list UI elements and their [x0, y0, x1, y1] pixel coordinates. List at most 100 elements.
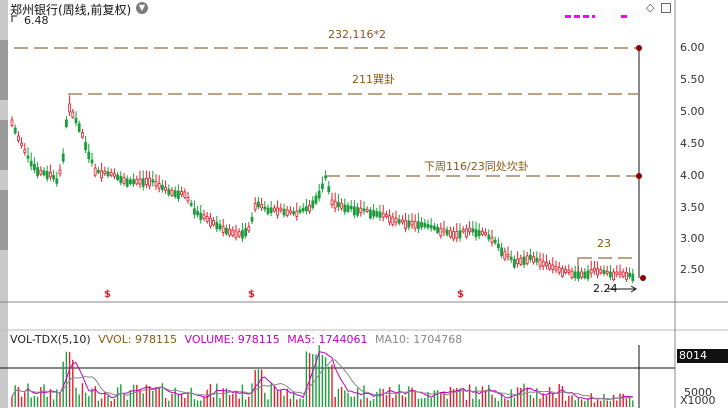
side-tab[interactable]: [0, 190, 8, 250]
candle-body: [580, 271, 583, 278]
candle-body: [228, 228, 232, 236]
candle-body: [269, 207, 273, 213]
candle-body: [122, 177, 126, 184]
y-axis-tick: 5.50: [680, 73, 705, 86]
chevron-down-icon[interactable]: ▼: [136, 2, 148, 14]
candle-body: [545, 262, 548, 267]
candle-body: [400, 219, 404, 223]
square-icon[interactable]: [661, 3, 671, 13]
level-dot: [640, 275, 646, 281]
candle-body: [413, 221, 417, 229]
candle-body: [522, 256, 526, 265]
candle-body: [49, 171, 52, 178]
candle-body: [154, 181, 158, 187]
left-side-tab-strip[interactable]: [0, 0, 8, 408]
candle-body: [36, 167, 39, 176]
candle-body: [381, 212, 385, 218]
candle-body: [429, 224, 433, 229]
candle-body: [180, 191, 184, 195]
candle-body: [625, 271, 628, 280]
candle-body: [298, 209, 302, 213]
candle-body: [471, 228, 475, 233]
candle-body: [388, 215, 392, 223]
candle-body: [285, 209, 289, 216]
volume-series: [11, 345, 634, 407]
candle-body: [308, 204, 312, 212]
candle-body: [468, 227, 472, 233]
candle-body: [247, 226, 251, 232]
candle-body: [173, 190, 177, 197]
candle-body: [416, 221, 420, 229]
candle-body: [384, 214, 388, 218]
candle-body: [407, 220, 411, 228]
candle-body: [244, 228, 248, 237]
candle-body: [561, 268, 564, 277]
candle-body: [356, 207, 360, 216]
candle-body: [448, 230, 452, 238]
candle-body: [58, 169, 62, 175]
candle-body: [125, 178, 129, 187]
ma5-line: [11, 350, 633, 400]
window-title: 郑州银行(周线,前复权): [10, 3, 132, 17]
candle-body: [554, 265, 558, 271]
vvol-value: VVOL: 978115: [98, 333, 178, 346]
candle-body: [586, 270, 590, 279]
candle-body: [378, 211, 382, 218]
candle-body: [317, 190, 321, 199]
candle-body: [375, 210, 379, 217]
candle-body: [609, 271, 612, 278]
candle-body: [151, 179, 155, 183]
candle-body: [292, 211, 296, 215]
volume-legend: VOL-TDX(5,10) VVOL: 978115 VOLUME: 97811…: [10, 333, 466, 346]
candle-body: [215, 222, 219, 230]
candle-body: [186, 196, 190, 202]
candle-body: [240, 230, 244, 239]
candle-body: [13, 127, 17, 134]
candle-body: [138, 178, 142, 185]
annotation-label: 211巽卦: [352, 73, 395, 86]
candle-body: [77, 123, 81, 132]
candle-body: [391, 216, 395, 225]
candle-body: [279, 207, 283, 211]
legend-dash-line: [565, 15, 595, 18]
annotation-label: 下周116/23同处坎卦: [424, 160, 529, 173]
candle-body: [144, 177, 148, 185]
candle-body: [113, 173, 116, 177]
candle-body: [362, 208, 366, 212]
candle-body: [618, 271, 622, 276]
candle-body: [119, 175, 123, 184]
candle-body: [519, 257, 523, 265]
signal-marker: $: [248, 289, 255, 300]
candle-body: [71, 111, 75, 118]
candle-body: [224, 227, 228, 235]
legend-dash-line: [621, 15, 627, 18]
candle-body: [87, 151, 91, 160]
candle-body: [29, 160, 33, 167]
candle-body: [272, 207, 276, 212]
candle-body: [477, 230, 481, 237]
candle-body: [183, 191, 187, 198]
side-tab[interactable]: [0, 120, 8, 170]
diamond-icon[interactable]: ◇: [646, 1, 655, 14]
candle-body: [541, 260, 545, 267]
candle-body: [314, 195, 318, 204]
candle-body: [167, 188, 171, 195]
candle-body: [33, 163, 36, 171]
candle-body: [160, 184, 164, 190]
annotation-label: 23: [597, 237, 611, 250]
candle-body: [455, 231, 459, 239]
candle-body: [84, 142, 87, 151]
candle-body: [573, 271, 577, 279]
candle-body: [132, 179, 136, 185]
candle-body: [221, 226, 225, 233]
candle-body: [621, 271, 625, 277]
candle-body: [109, 172, 113, 176]
candle-body: [487, 234, 491, 240]
candle-body: [599, 269, 603, 274]
candle-body: [628, 272, 631, 278]
candle-body: [74, 117, 78, 124]
candle-body: [436, 226, 440, 233]
side-tab[interactable]: [0, 40, 8, 100]
candle-body: [295, 210, 299, 217]
